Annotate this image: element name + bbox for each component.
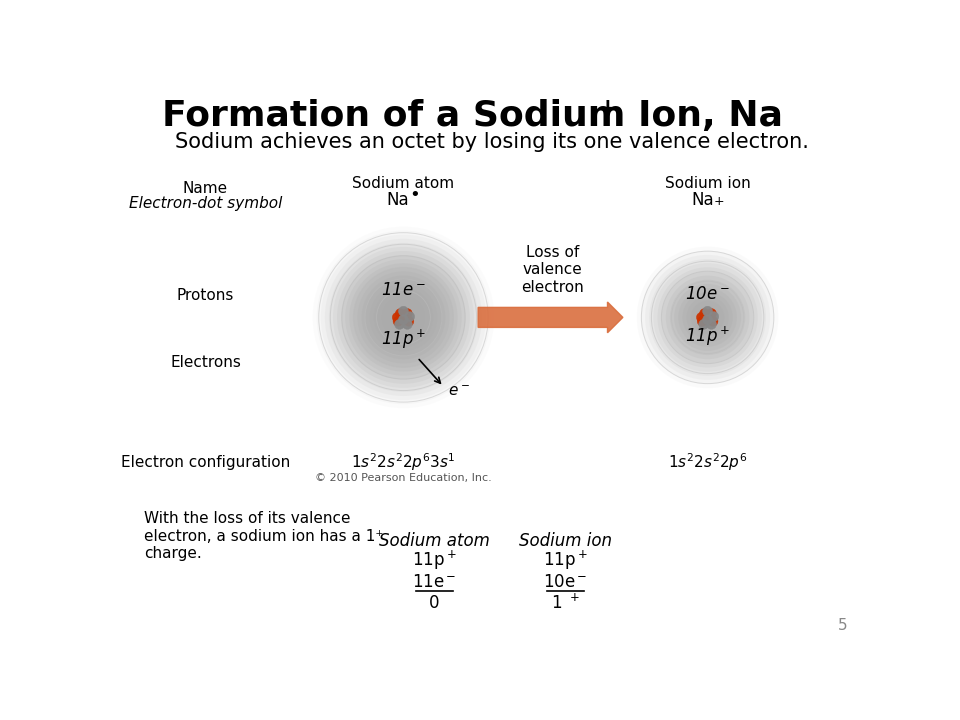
Circle shape	[700, 309, 709, 318]
Circle shape	[373, 288, 433, 347]
Circle shape	[337, 251, 469, 384]
Text: 11$p^+$: 11$p^+$	[381, 328, 426, 351]
Circle shape	[654, 263, 762, 372]
Text: Name: Name	[183, 181, 228, 196]
Text: Sodium atom: Sodium atom	[379, 531, 490, 549]
Text: +: +	[597, 97, 617, 122]
Text: 10$e^-$: 10$e^-$	[685, 285, 731, 303]
Text: Formation of a Sodium Ion, Na: Formation of a Sodium Ion, Na	[162, 99, 783, 132]
Circle shape	[699, 320, 708, 329]
Circle shape	[353, 267, 453, 367]
Text: Sodium ion: Sodium ion	[518, 531, 612, 549]
Circle shape	[703, 315, 712, 325]
Circle shape	[666, 276, 750, 359]
Text: $1s^22s^22p^63s^1$: $1s^22s^22p^63s^1$	[351, 451, 456, 473]
Circle shape	[674, 284, 741, 351]
Text: 11$p^+$: 11$p^+$	[684, 324, 731, 348]
Text: Sodium atom: Sodium atom	[352, 176, 454, 191]
Circle shape	[670, 280, 745, 355]
Text: 0: 0	[429, 594, 440, 612]
Circle shape	[402, 309, 412, 318]
Text: 11$e^-$: 11$e^-$	[381, 281, 426, 299]
Circle shape	[686, 297, 729, 338]
Circle shape	[404, 316, 414, 326]
Circle shape	[333, 247, 474, 388]
Circle shape	[696, 312, 707, 323]
Circle shape	[321, 235, 486, 400]
Text: Na: Na	[691, 191, 713, 209]
Circle shape	[708, 312, 719, 322]
Circle shape	[395, 320, 404, 329]
Circle shape	[346, 259, 462, 376]
Circle shape	[707, 320, 716, 329]
Text: Protons: Protons	[177, 288, 234, 303]
Circle shape	[661, 271, 754, 364]
Circle shape	[398, 306, 408, 316]
Circle shape	[317, 230, 491, 404]
Circle shape	[707, 309, 716, 318]
Circle shape	[396, 309, 405, 318]
Text: 1 $^+$: 1 $^+$	[551, 593, 580, 613]
Text: Sodium achieves an octet by losing its one valence electron.: Sodium achieves an octet by losing its o…	[175, 132, 809, 152]
Circle shape	[690, 300, 725, 334]
Circle shape	[349, 264, 458, 372]
Circle shape	[341, 255, 466, 379]
Circle shape	[382, 296, 425, 339]
Text: © 2010 Pearson Education, Inc.: © 2010 Pearson Education, Inc.	[315, 472, 492, 482]
Circle shape	[329, 243, 478, 392]
Circle shape	[370, 284, 437, 351]
Circle shape	[649, 259, 766, 376]
Circle shape	[366, 279, 442, 355]
Circle shape	[398, 315, 408, 325]
Text: +: +	[713, 195, 725, 208]
Circle shape	[641, 251, 775, 384]
Text: 10e$^-$: 10e$^-$	[543, 573, 588, 591]
Circle shape	[703, 306, 712, 316]
Text: 11p$^+$: 11p$^+$	[542, 549, 588, 572]
Circle shape	[398, 312, 408, 323]
Circle shape	[636, 246, 779, 388]
Circle shape	[404, 312, 415, 322]
Circle shape	[393, 316, 403, 326]
Circle shape	[402, 320, 412, 329]
Circle shape	[324, 239, 482, 396]
Circle shape	[708, 316, 718, 326]
Text: 5: 5	[838, 618, 848, 633]
Text: •: •	[409, 186, 420, 204]
Circle shape	[645, 255, 770, 380]
Text: Na: Na	[387, 191, 409, 209]
FancyArrow shape	[478, 302, 623, 333]
Text: Electron-dot symbol: Electron-dot symbol	[129, 196, 282, 211]
Circle shape	[683, 292, 732, 343]
Text: 11p$^+$: 11p$^+$	[412, 549, 457, 572]
Text: Electron configuration: Electron configuration	[121, 454, 290, 469]
Circle shape	[357, 271, 449, 364]
Circle shape	[678, 288, 737, 347]
Circle shape	[393, 312, 402, 323]
Text: Loss of
valence
electron: Loss of valence electron	[521, 245, 584, 294]
Circle shape	[378, 292, 429, 343]
Circle shape	[362, 276, 445, 359]
Circle shape	[697, 316, 708, 326]
Text: $e^-$: $e^-$	[448, 384, 470, 399]
Text: With the loss of its valence
electron, a sodium ion has a 1⁺
charge.: With the loss of its valence electron, a…	[144, 511, 383, 562]
Text: Electrons: Electrons	[170, 354, 241, 369]
Circle shape	[658, 267, 757, 367]
Text: $1s^22s^22p^6$: $1s^22s^22p^6$	[668, 451, 747, 473]
Circle shape	[703, 312, 712, 323]
Text: 11e$^-$: 11e$^-$	[412, 573, 456, 591]
Text: Sodium ion: Sodium ion	[664, 176, 751, 191]
